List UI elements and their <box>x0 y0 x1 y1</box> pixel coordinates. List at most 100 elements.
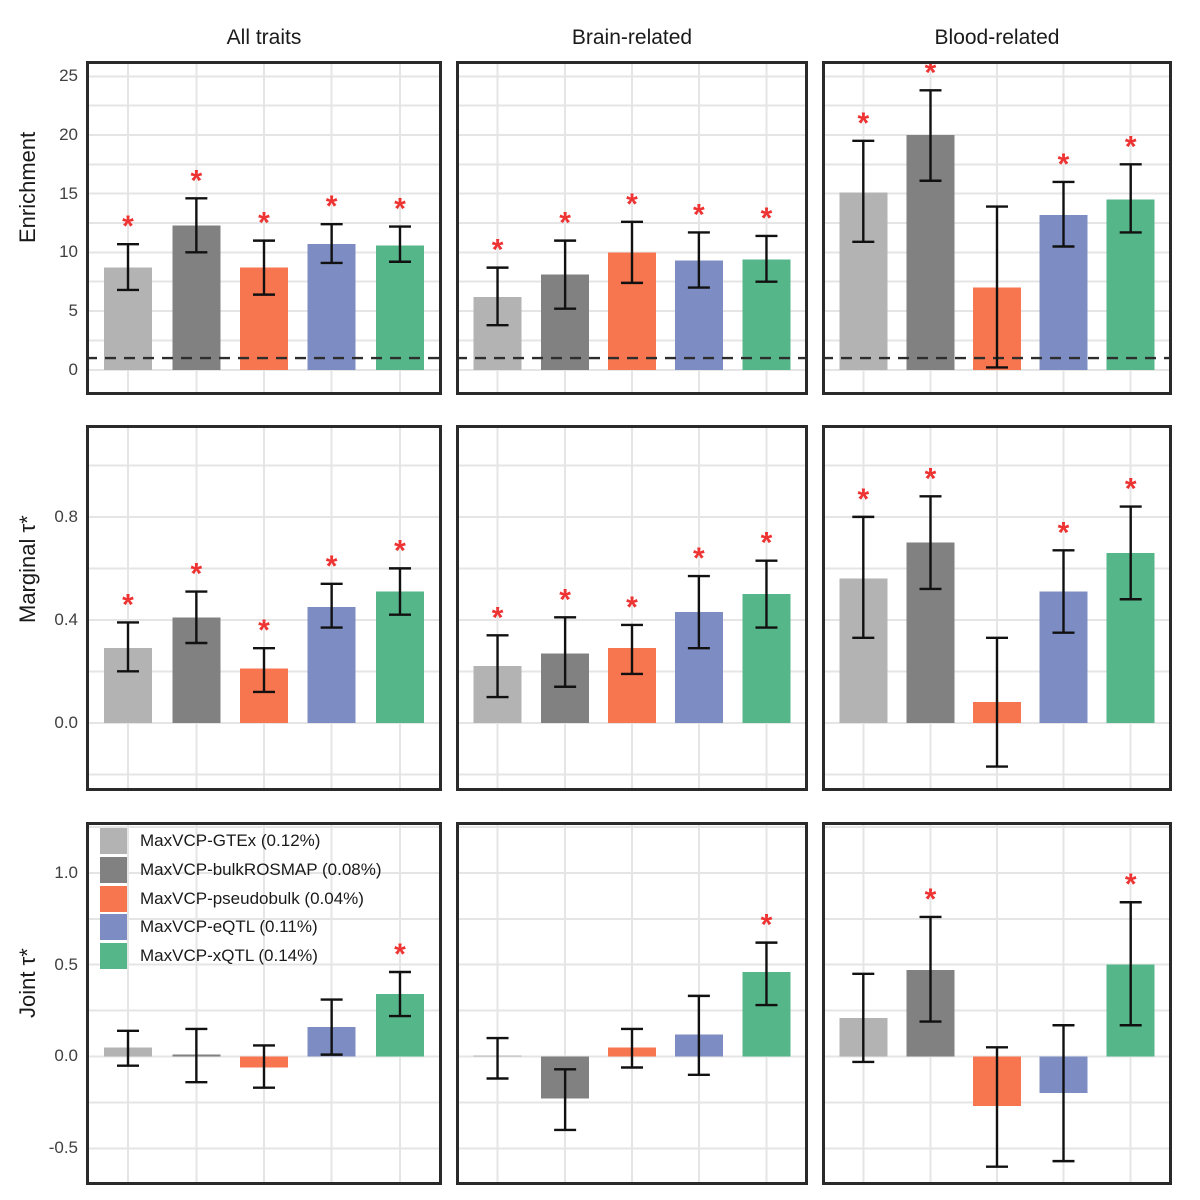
errorbar-maxvcp-gtex <box>117 242 140 292</box>
sig-star-maxvcp-bulkrosmap: * <box>559 583 571 616</box>
y-tick-label-enrichment-5: 5 <box>68 301 78 321</box>
sig-star-maxvcp-bulkrosmap: * <box>925 61 937 89</box>
panel-border <box>456 822 808 1185</box>
sig-star-maxvcp-xqtl: * <box>761 202 773 235</box>
sig-star-maxvcp-gtex: * <box>857 483 869 516</box>
error-bars <box>852 495 1142 768</box>
sig-star-maxvcp-bulkrosmap: * <box>925 462 937 495</box>
errorbar-maxvcp-gtex <box>486 1036 509 1080</box>
sig-star-maxvcp-eqtl: * <box>693 198 705 231</box>
errorbar-maxvcp-gtex <box>117 621 140 673</box>
errorbar-maxvcp-pseudobulk <box>986 636 1008 768</box>
y-tick-label-joint-tau-0.0: 0.0 <box>54 1046 78 1066</box>
errorbar-maxvcp-bulkrosmap <box>919 495 942 591</box>
sig-star-maxvcp-xqtl: * <box>394 193 406 226</box>
sig-star-maxvcp-xqtl: * <box>761 527 773 560</box>
errorbar-maxvcp-xqtl <box>1119 505 1142 601</box>
errorbar-maxvcp-eqtl <box>687 994 710 1077</box>
error-bars <box>117 197 411 296</box>
row-label-enrichment: Enrichment <box>15 131 40 243</box>
bar-maxvcp-eqtl <box>307 244 356 370</box>
error-bars <box>117 567 411 694</box>
errorbar-maxvcp-pseudobulk <box>986 1046 1008 1168</box>
panel-enrichment-brain-related: * * * * * <box>456 61 808 395</box>
sig-star-maxvcp-xqtl: * <box>1125 868 1137 901</box>
errorbar-maxvcp-gtex <box>486 634 509 699</box>
errorbar-maxvcp-pseudobulk <box>621 623 643 676</box>
errorbar-maxvcp-pseudobulk <box>253 1044 275 1089</box>
errorbar-maxvcp-eqtl <box>687 574 710 650</box>
errorbar-maxvcp-eqtl <box>1052 1024 1075 1163</box>
errorbar-maxvcp-bulkrosmap <box>554 1068 577 1132</box>
errorbar-maxvcp-xqtl <box>388 567 411 616</box>
error-bars <box>117 970 411 1089</box>
sig-star-maxvcp-pseudobulk: * <box>626 591 638 624</box>
y-tick-label-enrichment-20: 20 <box>59 124 78 144</box>
errorbar-maxvcp-eqtl <box>1052 180 1075 248</box>
sig-star-maxvcp-eqtl: * <box>693 542 705 575</box>
errorbar-maxvcp-gtex <box>486 266 509 327</box>
error-bars <box>486 941 778 1132</box>
panel-joint-tau-brain-related: * <box>456 822 808 1185</box>
errorbar-maxvcp-eqtl <box>1052 549 1075 634</box>
panel-border <box>86 425 442 791</box>
errorbar-maxvcp-pseudobulk <box>986 205 1008 369</box>
errorbar-maxvcp-xqtl <box>1119 163 1142 234</box>
sig-star-maxvcp-xqtl: * <box>1125 130 1137 163</box>
y-tick-label-marginal-tau-0.0: 0.0 <box>54 712 78 732</box>
panel-marginal-tau-blood-related: * * * * <box>822 425 1172 791</box>
panel-border <box>456 61 808 395</box>
y-tick-label-enrichment-0: 0 <box>68 359 78 379</box>
errorbar-maxvcp-bulkrosmap <box>919 915 942 1023</box>
panel-border <box>822 822 1172 1185</box>
sig-star-maxvcp-bulkrosmap: * <box>191 164 203 197</box>
sig-star-maxvcp-gtex: * <box>122 210 134 243</box>
panel-enrichment-blood-related: * * * * <box>822 61 1172 395</box>
error-bars <box>852 901 1142 1168</box>
sig-star-maxvcp-eqtl: * <box>326 550 338 583</box>
y-tick-label-joint-tau--0.5: -0.5 <box>48 1138 78 1158</box>
sig-star-maxvcp-pseudobulk: * <box>258 207 270 240</box>
errorbar-maxvcp-bulkrosmap <box>185 590 208 645</box>
y-tick-label-marginal-tau-0.8: 0.8 <box>54 506 78 526</box>
errorbar-maxvcp-bulkrosmap <box>185 1027 208 1084</box>
sig-star-maxvcp-eqtl: * <box>326 190 338 223</box>
errorbar-maxvcp-xqtl <box>755 234 778 283</box>
y-tick-label-joint-tau-1.0: 1.0 <box>54 862 78 882</box>
error-bars <box>852 89 1142 369</box>
y-tick-label-enrichment-15: 15 <box>59 183 78 203</box>
errorbar-maxvcp-eqtl <box>320 222 343 265</box>
errorbar-maxvcp-xqtl <box>388 970 411 1018</box>
errorbar-maxvcp-gtex <box>852 972 875 1064</box>
sig-star-maxvcp-eqtl: * <box>1058 516 1070 549</box>
sig-star-maxvcp-pseudobulk: * <box>626 188 638 221</box>
panel-joint-tau-all-traits: * <box>86 822 442 1185</box>
sig-star-maxvcp-bulkrosmap: * <box>925 883 937 916</box>
errorbar-maxvcp-pseudobulk <box>621 1027 643 1069</box>
errorbar-maxvcp-xqtl <box>755 941 778 1007</box>
sig-star-maxvcp-xqtl: * <box>394 534 406 567</box>
sig-star-maxvcp-gtex: * <box>492 234 504 267</box>
panel-border <box>86 822 442 1185</box>
errorbar-maxvcp-bulkrosmap <box>919 89 942 182</box>
panel-marginal-tau-all-traits: * * * * * <box>86 425 442 791</box>
errorbar-maxvcp-gtex <box>852 139 875 243</box>
bar-maxvcp-xqtl <box>375 245 424 370</box>
panel-border <box>822 425 1172 791</box>
errorbar-maxvcp-pseudobulk <box>253 239 275 296</box>
panel-marginal-tau-brain-related: * * * * * <box>456 425 808 791</box>
sig-star-maxvcp-xqtl: * <box>1125 473 1137 506</box>
error-bars <box>486 559 778 699</box>
errorbar-maxvcp-xqtl <box>388 225 411 263</box>
column-title-brain-related: Brain-related <box>571 26 693 49</box>
sig-star-maxvcp-xqtl: * <box>761 909 773 942</box>
panel-border <box>456 425 808 791</box>
errorbar-maxvcp-eqtl <box>320 998 343 1056</box>
panel-enrichment-all-traits: * * * * * <box>86 61 442 395</box>
panel-joint-tau-blood-related: * * <box>822 822 1172 1185</box>
sig-star-maxvcp-xqtl: * <box>394 938 406 971</box>
column-title-blood-related: Blood-related <box>934 26 1060 49</box>
errorbar-maxvcp-bulkrosmap <box>554 616 577 688</box>
sig-star-maxvcp-gtex: * <box>857 107 869 140</box>
